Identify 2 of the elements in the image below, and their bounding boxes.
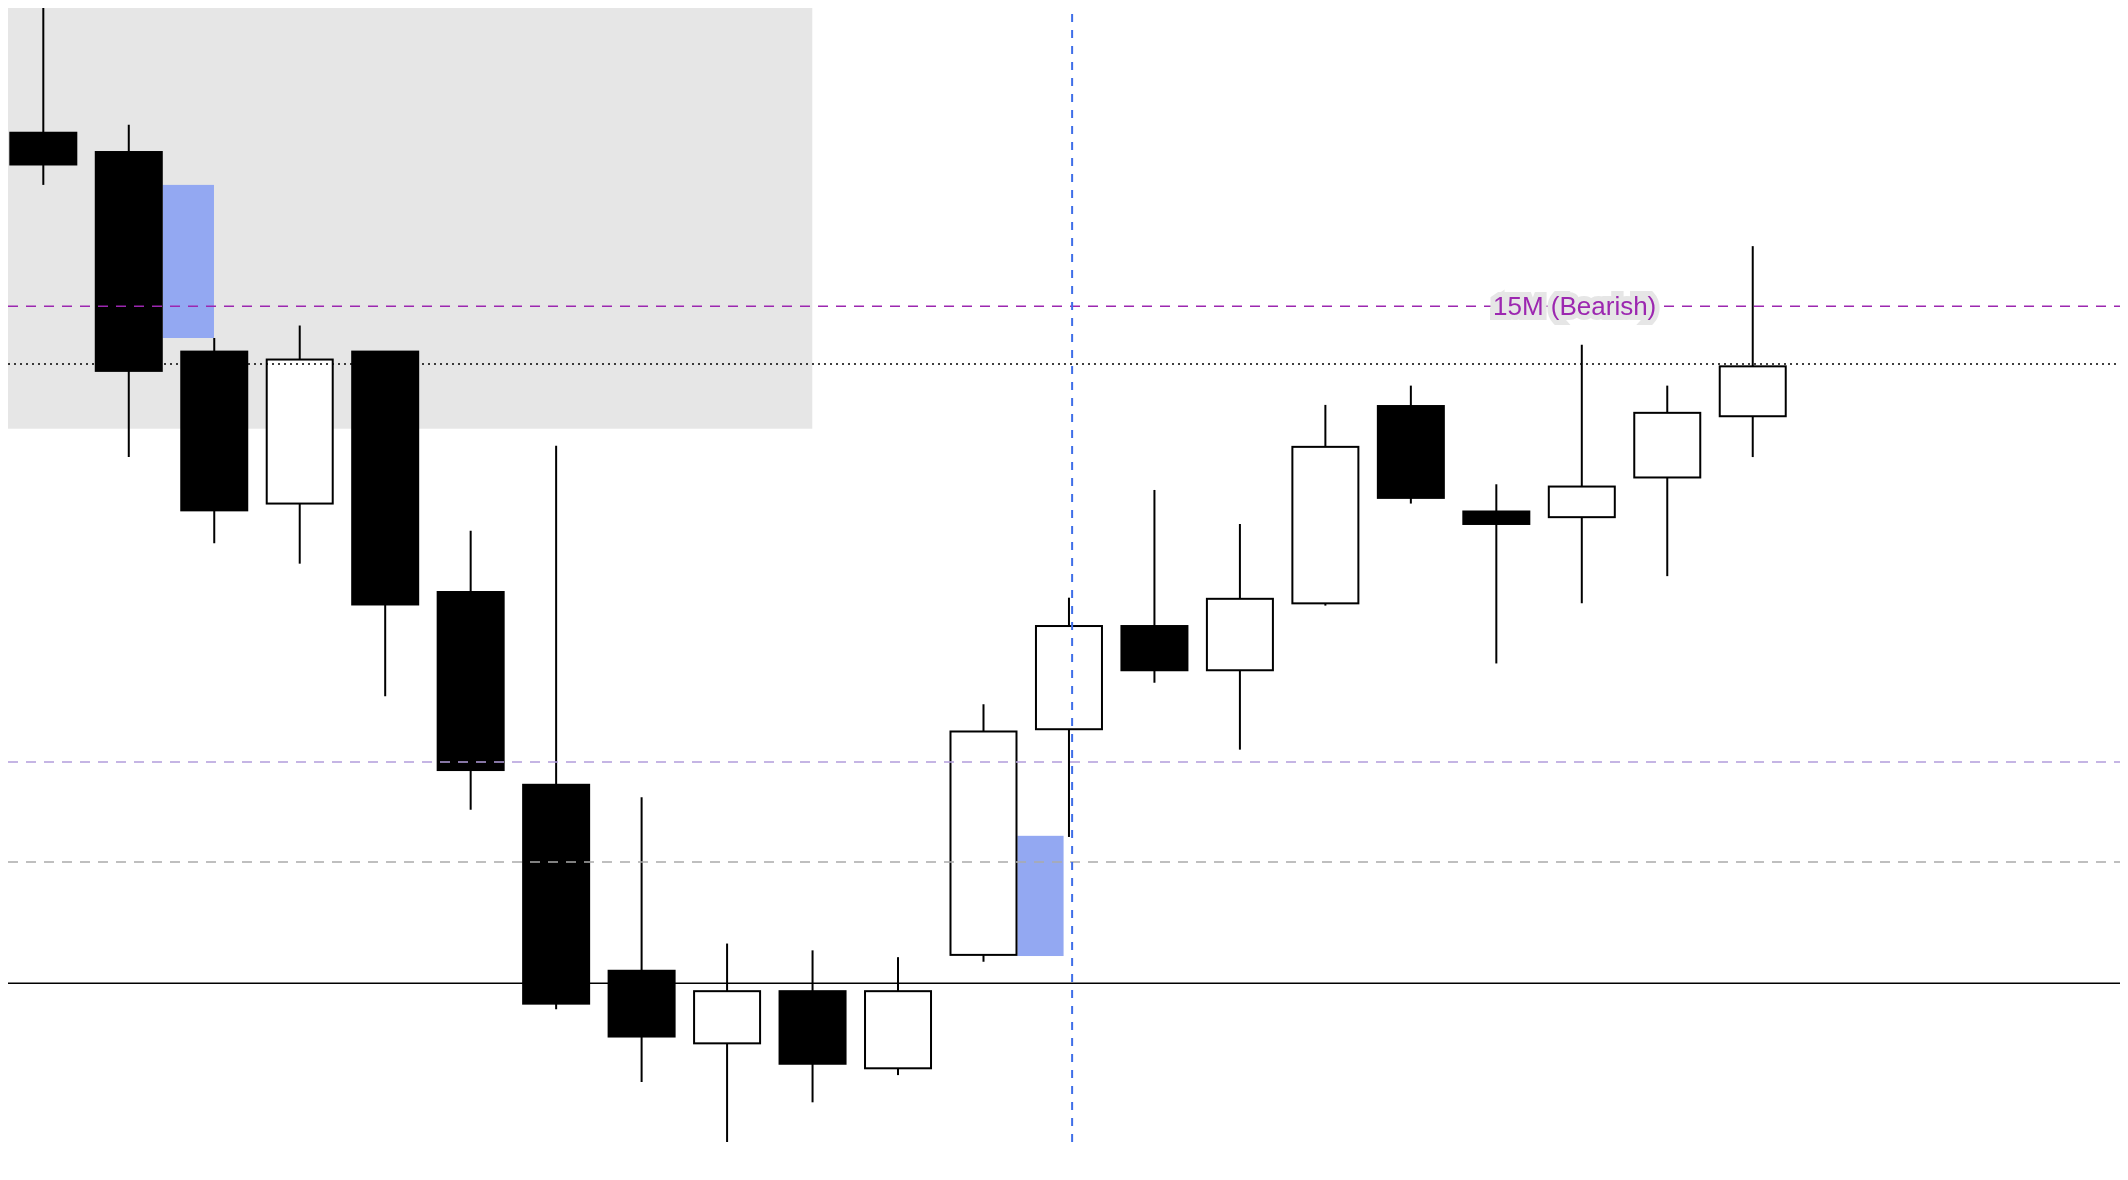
candlestick bbox=[1462, 483, 1531, 665]
ref-line-label: 15M (Bearish) bbox=[1493, 291, 1657, 322]
